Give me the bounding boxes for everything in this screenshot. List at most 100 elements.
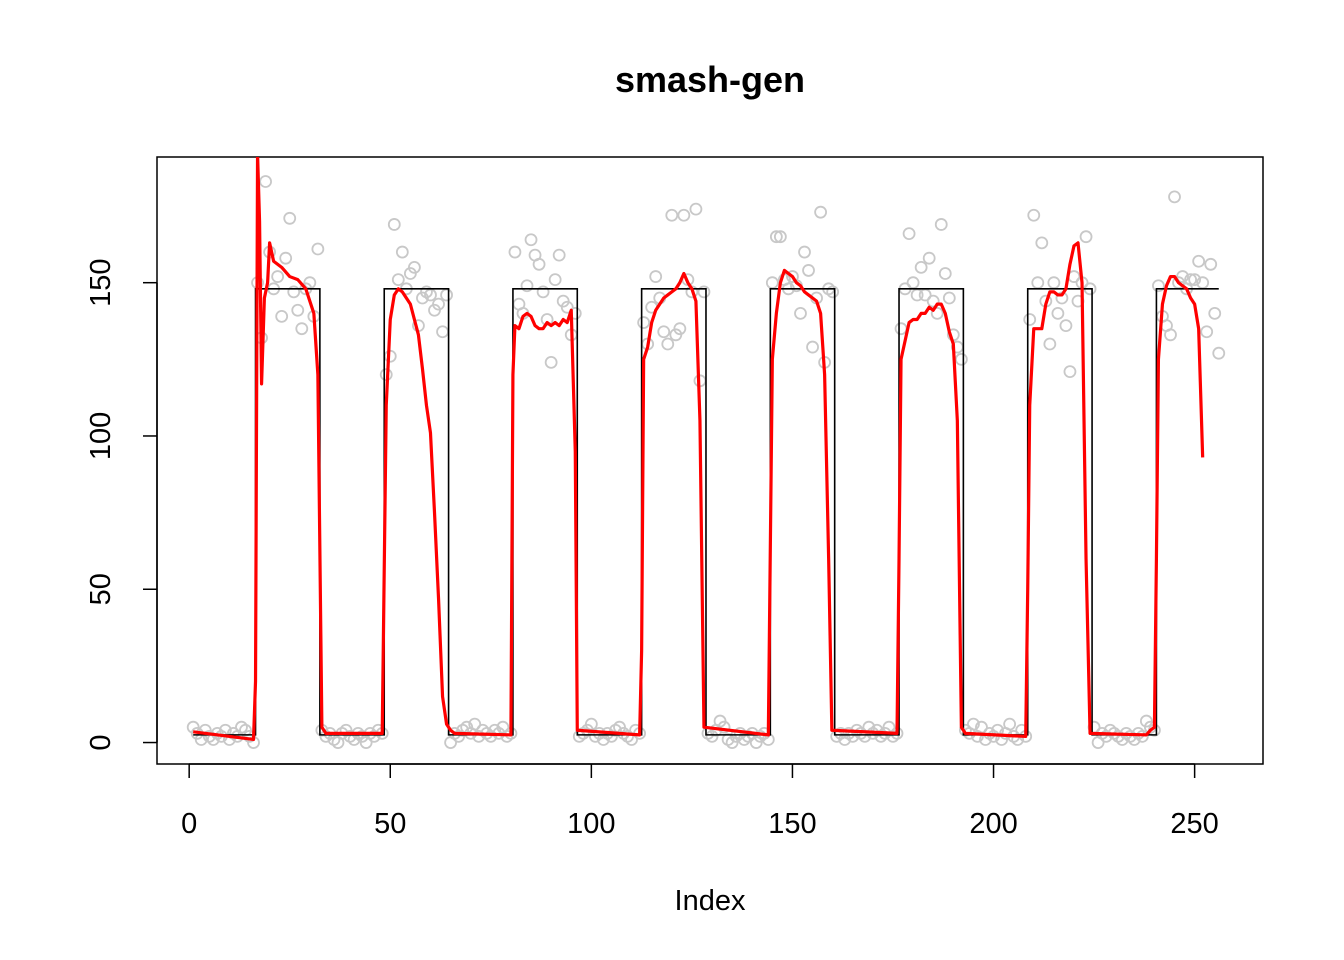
data-point: [806, 340, 819, 354]
data-point: [1176, 270, 1189, 283]
data-point: [536, 285, 550, 299]
y-axis: 0 50 100 150: [85, 258, 158, 751]
data-point: [1003, 717, 1017, 731]
data-point: [432, 297, 445, 311]
estimate-path: [192, 157, 1205, 742]
data-point: [649, 270, 663, 283]
data-point: [765, 276, 779, 290]
data-point: [1208, 306, 1222, 320]
data-point: [1059, 319, 1073, 333]
y-tick-label: 0: [85, 734, 117, 750]
data-point: [769, 230, 783, 244]
data-point: [798, 245, 811, 259]
data-point: [1023, 313, 1037, 326]
data-point: [934, 218, 948, 231]
data-point: [283, 211, 297, 225]
data-point: [802, 264, 815, 277]
data-point: [826, 285, 840, 299]
data-point: [1164, 328, 1177, 342]
data-point: [938, 267, 952, 280]
data-point: [544, 355, 558, 369]
x-axis: 0 50 100 150 200 250: [181, 763, 1219, 840]
y-tick-label: 50: [85, 573, 117, 605]
data-point: [387, 218, 401, 231]
estimate-line: [192, 157, 1205, 742]
data-point: [954, 352, 968, 366]
data-point: [295, 322, 309, 336]
data-point: [468, 717, 482, 731]
x-tick-label: 250: [1170, 808, 1218, 840]
x-tick-label: 0: [181, 808, 197, 840]
data-point: [1184, 273, 1198, 287]
data-point: [1031, 276, 1045, 290]
data-point: [1200, 325, 1214, 339]
x-tick-label: 100: [567, 808, 615, 840]
data-point: [930, 306, 944, 320]
data-point: [942, 291, 956, 305]
data-point: [291, 303, 305, 317]
data-point: [1063, 365, 1077, 379]
data-point: [922, 251, 936, 265]
data-point: [271, 270, 285, 283]
data-point: [773, 230, 787, 244]
true-signal-path: [193, 288, 1219, 736]
data-point: [1168, 190, 1181, 204]
data-point: [520, 279, 534, 293]
data-point: [1152, 279, 1165, 293]
true-signal: [193, 288, 1219, 736]
data-point: [906, 276, 920, 290]
data-point: [508, 245, 522, 259]
data-point: [1204, 257, 1218, 271]
data-point: [894, 322, 908, 336]
data-point: [440, 288, 453, 302]
y-tick-label: 100: [85, 412, 117, 460]
x-tick-label: 200: [969, 808, 1017, 840]
data-point: [677, 208, 691, 222]
data-point: [1212, 346, 1226, 360]
data-point: [717, 720, 731, 734]
data-point: [552, 248, 566, 262]
data-point: [436, 325, 449, 339]
data-point: [914, 260, 928, 274]
data-point: [1079, 230, 1093, 244]
data-point: [637, 316, 651, 329]
data-point: [689, 202, 703, 216]
data-point: [673, 322, 687, 336]
data-point: [1051, 306, 1065, 320]
data-point: [407, 260, 421, 274]
data-point: [665, 208, 679, 222]
data-point: [391, 273, 405, 287]
data-point: [524, 233, 538, 247]
data-point: [532, 257, 546, 271]
data-point: [584, 717, 598, 731]
data-point: [657, 325, 671, 339]
data-point: [1135, 730, 1149, 743]
x-tick-label: 150: [768, 808, 816, 840]
data-point: [560, 300, 574, 314]
data-point: [794, 306, 807, 320]
data-point: [1047, 276, 1061, 290]
data-point: [1192, 254, 1206, 268]
data-point: [287, 285, 301, 299]
data-point: [1027, 208, 1041, 222]
data-point: [1188, 273, 1202, 287]
x-tick-label: 50: [374, 808, 406, 840]
data-point: [311, 242, 325, 256]
data-point: [548, 273, 562, 287]
data-point: [814, 205, 827, 219]
data-point: [697, 285, 711, 299]
data-point: [275, 310, 289, 323]
chart-title: smash-gen: [615, 59, 805, 100]
data-point: [395, 245, 409, 259]
data-point: [967, 717, 980, 731]
x-axis-label: Index: [675, 885, 746, 917]
data-point: [1043, 337, 1057, 351]
data-point: [902, 227, 916, 241]
data-point: [1035, 236, 1049, 250]
data-point: [259, 175, 272, 188]
data-point: [661, 337, 675, 351]
data-point: [279, 251, 293, 265]
y-tick-label: 150: [85, 258, 117, 306]
data-point: [926, 294, 940, 308]
